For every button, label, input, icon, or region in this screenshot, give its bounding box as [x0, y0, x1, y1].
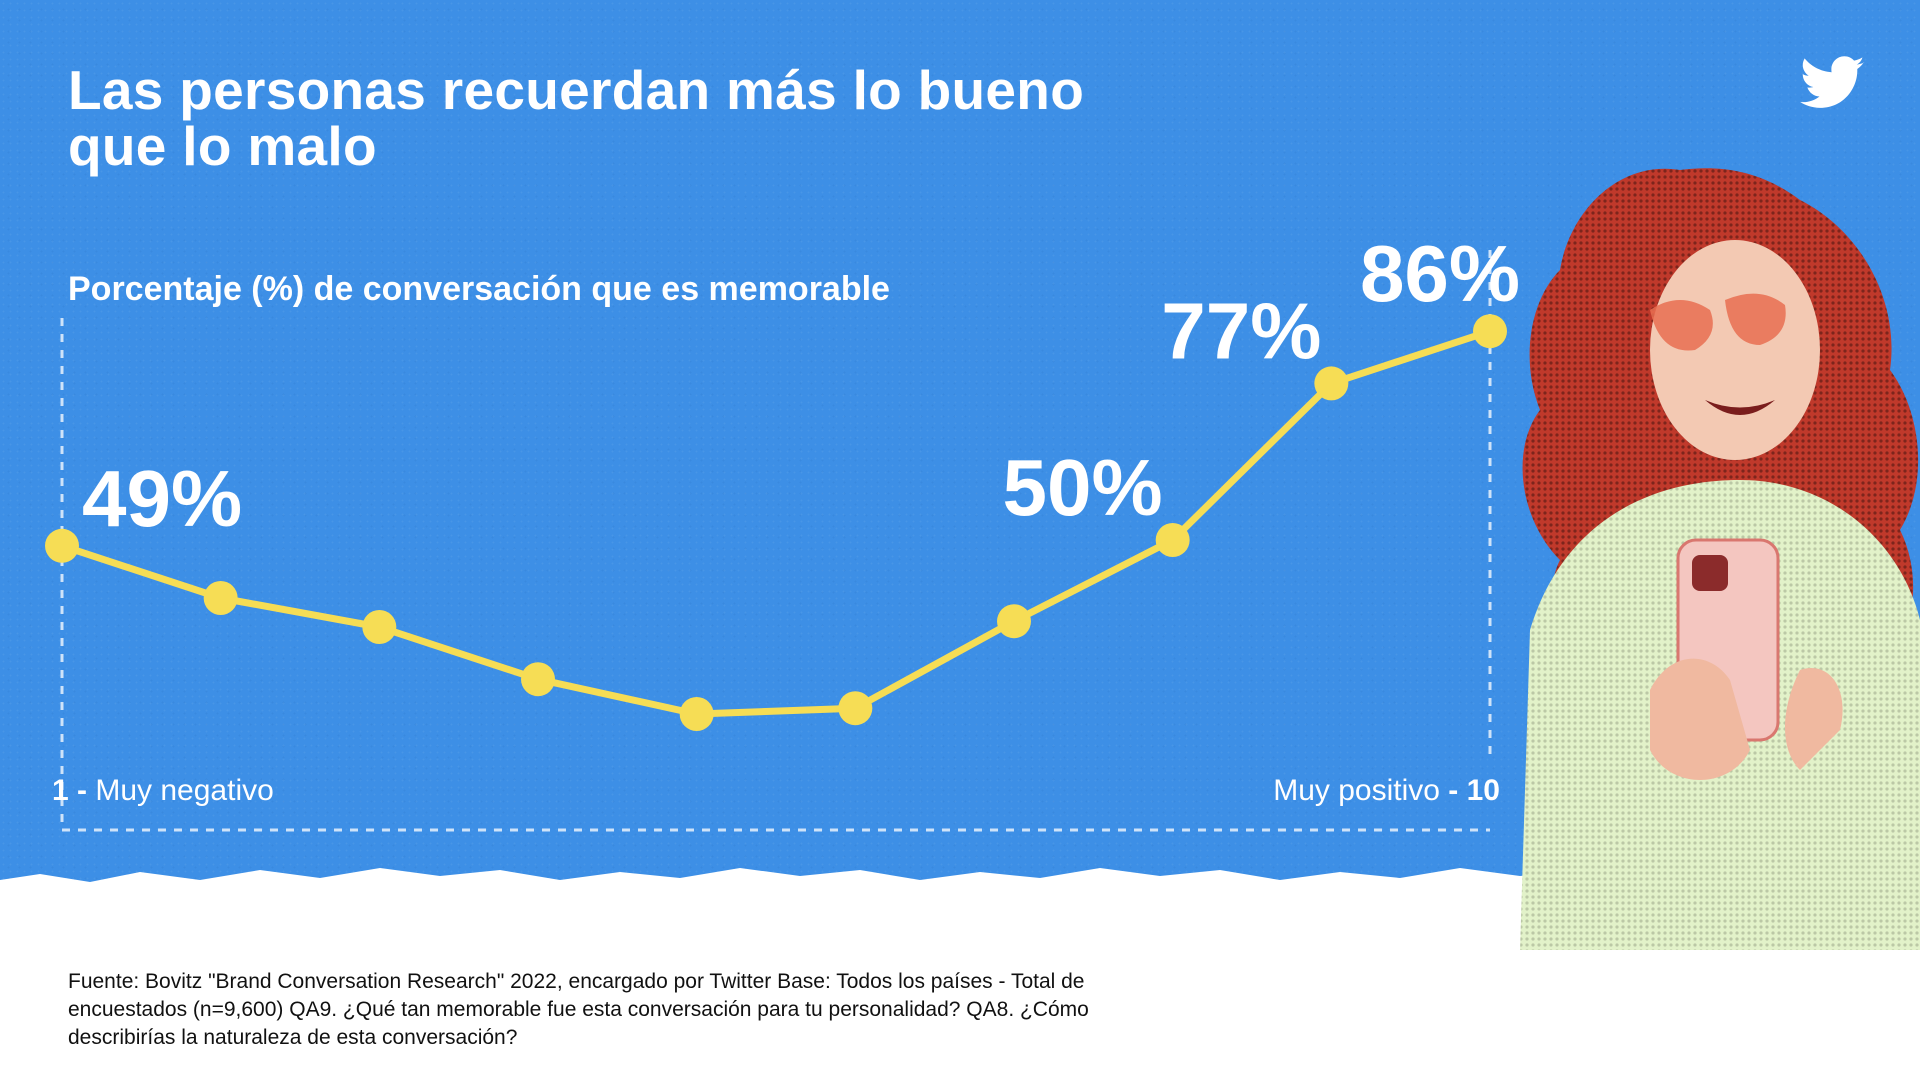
- x-end-label: Muy positivo - 10: [1273, 774, 1500, 807]
- x-start-number: 1: [52, 774, 69, 807]
- data-point-6: [838, 691, 873, 726]
- x-end-dash: -: [1440, 774, 1467, 807]
- data-point-3: [362, 610, 397, 644]
- x-start-dash: -: [69, 774, 96, 807]
- data-point-1: [45, 528, 79, 563]
- data-point-2: [203, 581, 238, 615]
- data-label-10: 86%: [1360, 229, 1520, 318]
- data-label-9: 77%: [1161, 286, 1321, 375]
- x-start-text: Muy negativo: [95, 774, 273, 807]
- torn-paper-edge: [0, 868, 1920, 940]
- data-label-8: 50%: [1003, 443, 1163, 532]
- data-labels-group: 49% 50% 77% 86%: [82, 229, 1520, 543]
- chart-subtitle: Porcentaje (%) de conversación que es me…: [68, 270, 890, 308]
- series-line: [58, 327, 1494, 718]
- series-group: [45, 314, 1507, 731]
- data-label-1: 49%: [82, 454, 242, 543]
- smile-shape: [1705, 400, 1775, 415]
- x-end-number: 10: [1467, 774, 1500, 807]
- face-shape: [1650, 240, 1820, 460]
- sunglasses-shape: [1650, 293, 1786, 351]
- data-point-8: [1155, 523, 1190, 557]
- title-line-2: que lo malo: [68, 115, 377, 177]
- page-title: Las personas recuerdan más lo bueno que …: [68, 62, 1084, 174]
- data-point-7: [997, 604, 1031, 639]
- x-axis-end-labels: 1 - Muy negativo Muy positivo - 10: [52, 774, 1500, 807]
- phone-camera-shape: [1692, 555, 1728, 591]
- twitter-bird-icon: [1800, 56, 1865, 108]
- title-line-1: Las personas recuerdan más lo bueno: [68, 59, 1085, 121]
- data-point-10: [1473, 314, 1507, 349]
- smiling-woman-with-phone-photo: [1520, 168, 1920, 950]
- x-start-label: 1 - Muy negativo: [52, 774, 274, 807]
- x-end-text: Muy positivo: [1273, 774, 1440, 807]
- data-point-9: [1314, 366, 1349, 401]
- source-note: Fuente: Bovitz "Brand Conversation Resea…: [68, 970, 1089, 1049]
- data-point-5: [679, 697, 714, 731]
- hands-shape: [1650, 658, 1843, 780]
- data-point-4: [521, 662, 555, 697]
